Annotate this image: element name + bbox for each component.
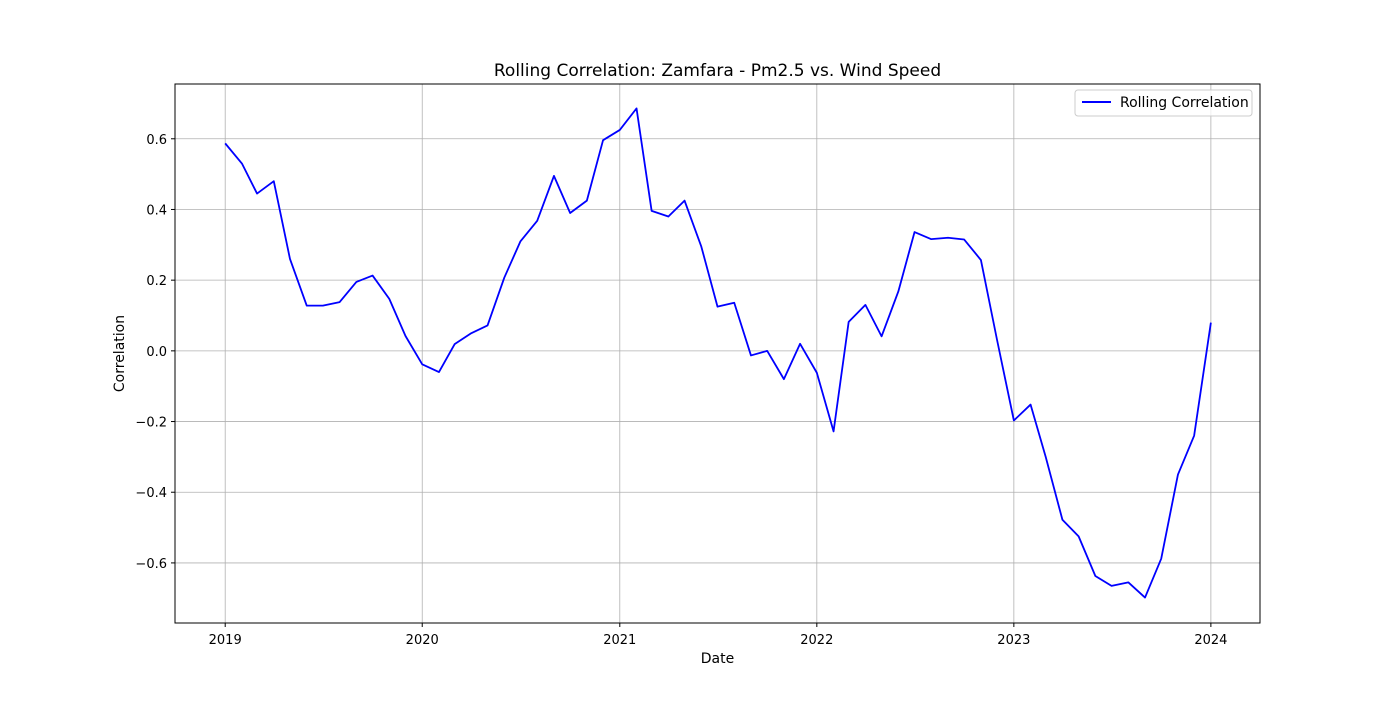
x-tick-label: 2023 bbox=[997, 633, 1030, 648]
grid bbox=[175, 84, 1260, 623]
legend-box bbox=[1074, 89, 1253, 117]
y-tick-label: 0.0 bbox=[146, 345, 167, 360]
x-tick-label: 2024 bbox=[1194, 633, 1227, 648]
y-tick-label: −0.6 bbox=[135, 557, 167, 572]
y-tick-label: 0.2 bbox=[146, 274, 167, 289]
legend-entry: Rolling Correlation bbox=[1120, 95, 1249, 111]
legend: Rolling Correlation bbox=[1074, 89, 1253, 117]
y-axis-label: Correlation bbox=[112, 315, 128, 392]
y-tick-label: −0.2 bbox=[135, 416, 167, 431]
series-line-rolling-correlation bbox=[224, 107, 1212, 599]
y-tick-label: 0.4 bbox=[146, 203, 167, 218]
y-tick-label: 0.6 bbox=[146, 133, 167, 148]
x-tick-label: 2020 bbox=[406, 633, 439, 648]
x-axis-label: Date bbox=[701, 651, 734, 667]
chart-title: Rolling Correlation: Zamfara - Pm2.5 vs.… bbox=[494, 61, 941, 81]
y-tick-label: −0.4 bbox=[135, 486, 167, 501]
x-tick-label: 2022 bbox=[800, 633, 833, 648]
ticks: 2019 2020 2021 2022 2023 2024 −0.6 −0.4 −0.2 0.0 0… bbox=[135, 133, 1227, 648]
plot-frame bbox=[174, 83, 1261, 624]
x-tick-label: 2019 bbox=[209, 633, 242, 648]
x-tick-label: 2021 bbox=[603, 633, 636, 648]
series-layer bbox=[224, 107, 1212, 599]
